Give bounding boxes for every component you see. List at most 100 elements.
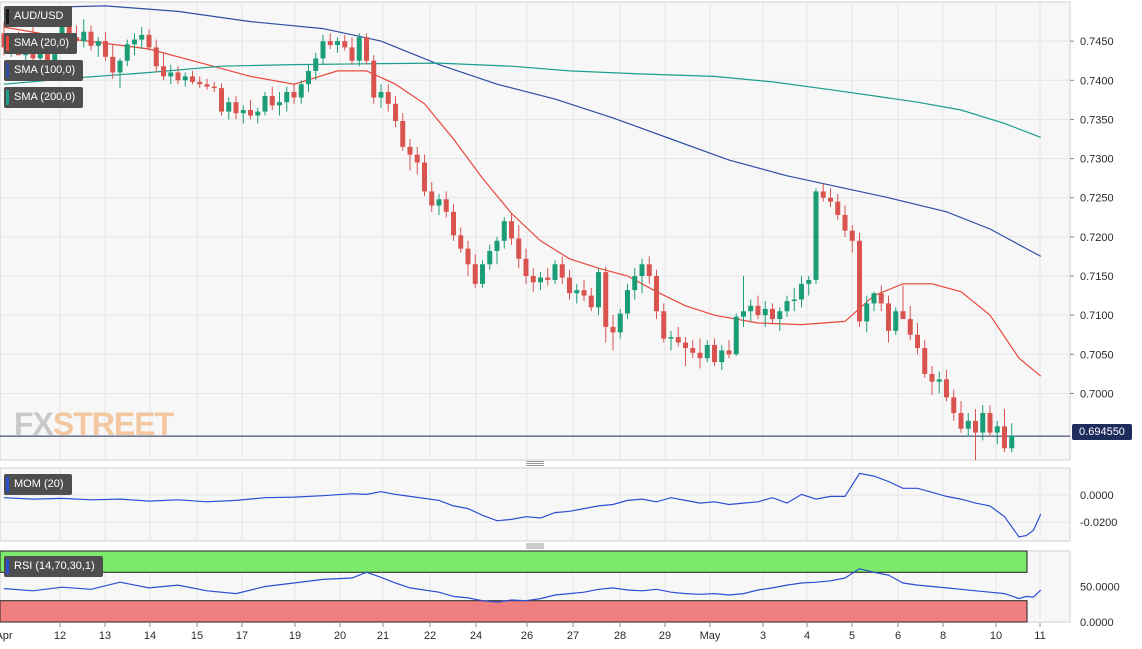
candle-bull bbox=[813, 191, 819, 280]
candle-bear bbox=[407, 146, 413, 155]
candle-bull bbox=[117, 60, 123, 73]
candle-bear bbox=[516, 238, 522, 259]
candle-bear bbox=[755, 305, 761, 316]
candle-bear bbox=[458, 235, 464, 249]
candle-bear bbox=[581, 290, 587, 296]
candle-bear bbox=[291, 92, 297, 98]
x-tick-label: 3 bbox=[760, 630, 766, 642]
candle-bear bbox=[364, 37, 369, 61]
sma100-line bbox=[3, 5, 1042, 257]
candle-bear bbox=[857, 240, 862, 322]
fxstreet-watermark: FXSTREET bbox=[14, 406, 174, 443]
candle-bull bbox=[320, 41, 326, 59]
candle-bear bbox=[545, 277, 551, 280]
panel-bg-main bbox=[0, 1, 1071, 461]
mom-tag[interactable]: MOM (20) bbox=[4, 474, 72, 495]
candle-bear bbox=[146, 34, 152, 48]
last-price-label: 0.694550 bbox=[1072, 424, 1132, 440]
candle-bear bbox=[654, 276, 659, 312]
x-tick-label: May bbox=[700, 630, 721, 642]
x-tick-label: 6 bbox=[895, 630, 901, 642]
y-tick-label: 0.7200 bbox=[1080, 232, 1114, 244]
candle-bear bbox=[219, 88, 224, 112]
candle-bull bbox=[617, 313, 623, 333]
candle-bull bbox=[784, 301, 790, 312]
candle-bull bbox=[37, 52, 43, 59]
y-tick-label: 0.7350 bbox=[1080, 114, 1114, 126]
candle-bull bbox=[625, 290, 630, 314]
y-tick-label: 0.7000 bbox=[1080, 388, 1114, 400]
candle-bull bbox=[965, 420, 971, 429]
candle-bear bbox=[690, 348, 696, 353]
candle-bull bbox=[494, 240, 500, 251]
x-tick-label: Apr bbox=[0, 630, 13, 642]
candle-bull bbox=[552, 264, 558, 280]
candle-bear bbox=[567, 277, 572, 294]
candle-bull bbox=[806, 279, 812, 284]
candle-bull bbox=[487, 250, 493, 265]
candles bbox=[1, 13, 1015, 460]
candle-bull bbox=[864, 303, 870, 322]
candle-bear bbox=[110, 56, 116, 73]
candle-bull bbox=[501, 221, 507, 241]
candle-bear bbox=[675, 337, 681, 343]
candle-bear bbox=[915, 334, 920, 349]
sma200-tag[interactable]: SMA (200,0) bbox=[4, 87, 84, 108]
candle-bear bbox=[958, 413, 964, 429]
x-tick-label: 12 bbox=[54, 630, 66, 642]
sma20-tag[interactable]: SMA (20,0) bbox=[4, 33, 78, 54]
symbol-accent bbox=[6, 9, 9, 24]
candle-bear bbox=[422, 162, 427, 192]
candle-bull bbox=[124, 44, 130, 61]
candle-bear bbox=[45, 52, 50, 63]
candle-bull bbox=[139, 34, 145, 40]
x-tick-label: 21 bbox=[377, 630, 389, 642]
candle-bull bbox=[335, 41, 340, 46]
sma20-label: SMA (20,0) bbox=[14, 37, 70, 49]
candle-bear bbox=[197, 81, 203, 85]
panel-splitters[interactable] bbox=[526, 461, 544, 549]
x-tick-label: 8 bbox=[940, 630, 946, 642]
axis-labels: Apr 12 13 14 15 17 19 20 21 22 24 26 27 28 29 May 3 4 5 6 8 1… bbox=[0, 36, 1120, 642]
candle-bear bbox=[849, 230, 855, 241]
candle-bear bbox=[951, 397, 957, 414]
candle-bear bbox=[429, 191, 435, 206]
sma100-accent bbox=[6, 63, 9, 78]
candle-bull bbox=[632, 276, 638, 291]
sma100-label: SMA (100,0) bbox=[14, 64, 76, 76]
candle-bear bbox=[233, 102, 239, 114]
candle-bear bbox=[103, 41, 108, 57]
rsi-tag[interactable]: RSI (14,70,30,1) bbox=[4, 556, 103, 577]
rsi-line bbox=[3, 568, 1042, 603]
sma200-line bbox=[3, 62, 1042, 138]
sma20-accent bbox=[6, 36, 9, 51]
candle-bear bbox=[211, 86, 217, 89]
candle-bear bbox=[907, 319, 913, 335]
candle-bull bbox=[168, 72, 174, 77]
candle-bull bbox=[52, 48, 58, 63]
candle-bull bbox=[298, 84, 304, 98]
x-tick-label: 24 bbox=[470, 630, 482, 642]
symbol-label: AUD/USD bbox=[14, 10, 64, 22]
candle-bear bbox=[66, 25, 72, 38]
candle-bull bbox=[733, 316, 739, 355]
panel-bg-mom bbox=[0, 467, 1071, 542]
candle-bear bbox=[204, 84, 210, 87]
candle-bear bbox=[820, 191, 826, 198]
symbol-tag[interactable]: AUD/USD bbox=[4, 6, 72, 27]
mom-line bbox=[3, 472, 1042, 538]
x-tick-label: 5 bbox=[849, 630, 855, 642]
candle-bull bbox=[182, 76, 188, 81]
candle-bull bbox=[480, 264, 485, 284]
candle-bear bbox=[175, 72, 181, 81]
candle-bull bbox=[719, 350, 725, 363]
candle-bull bbox=[799, 283, 804, 300]
x-tick-label: 13 bbox=[99, 630, 111, 642]
candle-bear bbox=[973, 420, 978, 433]
rsi-accent bbox=[6, 559, 9, 574]
mom-label: MOM (20) bbox=[14, 478, 64, 490]
sma100-tag[interactable]: SMA (100,0) bbox=[4, 60, 84, 81]
candle-bull bbox=[994, 426, 1000, 433]
candle-bear bbox=[603, 272, 609, 327]
